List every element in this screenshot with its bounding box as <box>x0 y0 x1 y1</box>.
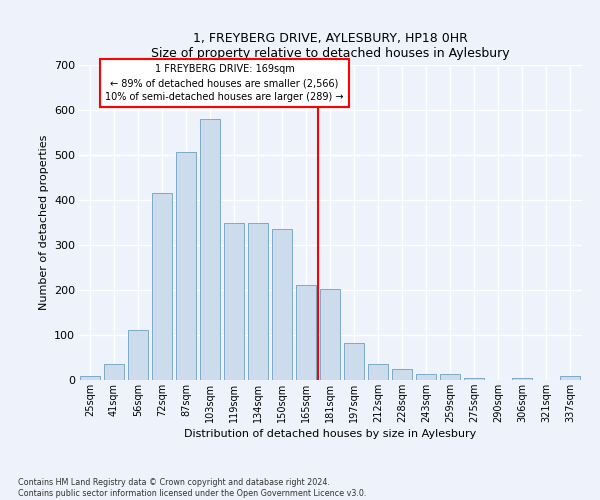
Text: 1 FREYBERG DRIVE: 169sqm
← 89% of detached houses are smaller (2,566)
10% of sem: 1 FREYBERG DRIVE: 169sqm ← 89% of detach… <box>105 64 344 102</box>
Bar <box>272 229 292 380</box>
Title: 1, FREYBERG DRIVE, AYLESBURY, HP18 0HR
Size of property relative to detached hou: 1, FREYBERG DRIVE, AYLESBURY, HP18 0HR S… <box>151 32 509 60</box>
Bar <box>128 330 148 380</box>
Bar <box>464 378 484 380</box>
Bar <box>416 374 436 380</box>
Bar <box>368 364 388 380</box>
Bar <box>320 288 340 380</box>
Bar <box>248 224 268 380</box>
Bar <box>344 343 364 380</box>
Bar <box>296 284 316 380</box>
Bar <box>224 224 244 380</box>
X-axis label: Distribution of detached houses by size in Aylesbury: Distribution of detached houses by size … <box>184 429 476 439</box>
Bar <box>104 364 124 380</box>
Bar <box>560 376 580 380</box>
Bar <box>392 369 412 380</box>
Bar <box>440 374 460 380</box>
Text: Contains HM Land Registry data © Crown copyright and database right 2024.
Contai: Contains HM Land Registry data © Crown c… <box>18 478 367 498</box>
Bar <box>80 376 100 380</box>
Bar <box>176 152 196 380</box>
Y-axis label: Number of detached properties: Number of detached properties <box>38 135 49 310</box>
Bar <box>512 378 532 380</box>
Bar <box>152 193 172 380</box>
Bar <box>200 119 220 380</box>
